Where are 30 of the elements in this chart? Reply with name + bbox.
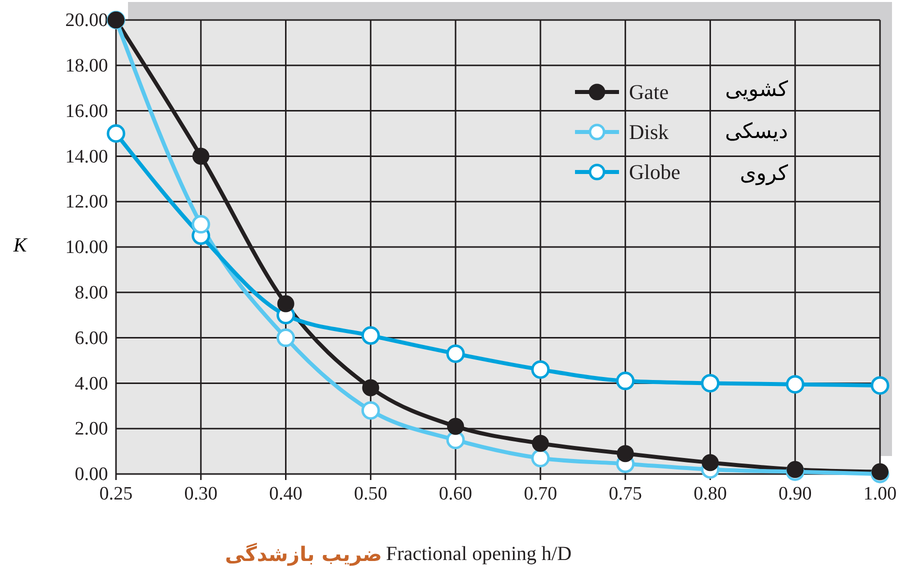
x-tick-label: 0.40: [269, 483, 302, 504]
y-tick-label: 16.00: [65, 100, 108, 122]
y-tick-label: 4.00: [74, 373, 108, 394]
x-tick-label: 1.00: [863, 483, 897, 504]
text: ضریب بازشدگی: [224, 542, 382, 566]
y-tick-label: 10.00: [65, 237, 108, 258]
y-tick-label: 12.00: [65, 192, 108, 213]
y-tick-label: 14.00: [65, 146, 108, 168]
annotation: کشویی: [725, 77, 788, 102]
annotation: کروی: [740, 161, 788, 186]
x-tick-label: 0.80: [694, 483, 727, 504]
x-tick-label: 0.30: [184, 483, 218, 504]
legend-label: Disk: [629, 120, 670, 144]
y-tick-label: 0.00: [74, 464, 108, 486]
y-tick-label: 20.00: [65, 10, 108, 32]
legend-label: Globe: [629, 160, 680, 184]
y-tick-label: 18.00: [65, 55, 108, 76]
x-tick-label: 0.25: [99, 483, 133, 504]
x-tick-label: 0.60: [438, 483, 472, 504]
y-tick-label: 2.00: [74, 418, 108, 440]
x-tick-label: 0.70: [524, 483, 558, 504]
x-axis-title: Fractional opening h/D: [386, 543, 572, 565]
x-tick-label: 0.50: [354, 483, 388, 504]
y-tick-label: 8.00: [74, 282, 108, 304]
x-tick-label: 0.90: [778, 483, 812, 504]
annotation: دیسکی: [724, 119, 788, 143]
y-tick-label: 6.00: [74, 328, 108, 349]
x-tick-label: 0.75: [608, 483, 642, 504]
legend-label: Gate: [629, 80, 669, 104]
y-axis-title: K: [12, 234, 28, 257]
